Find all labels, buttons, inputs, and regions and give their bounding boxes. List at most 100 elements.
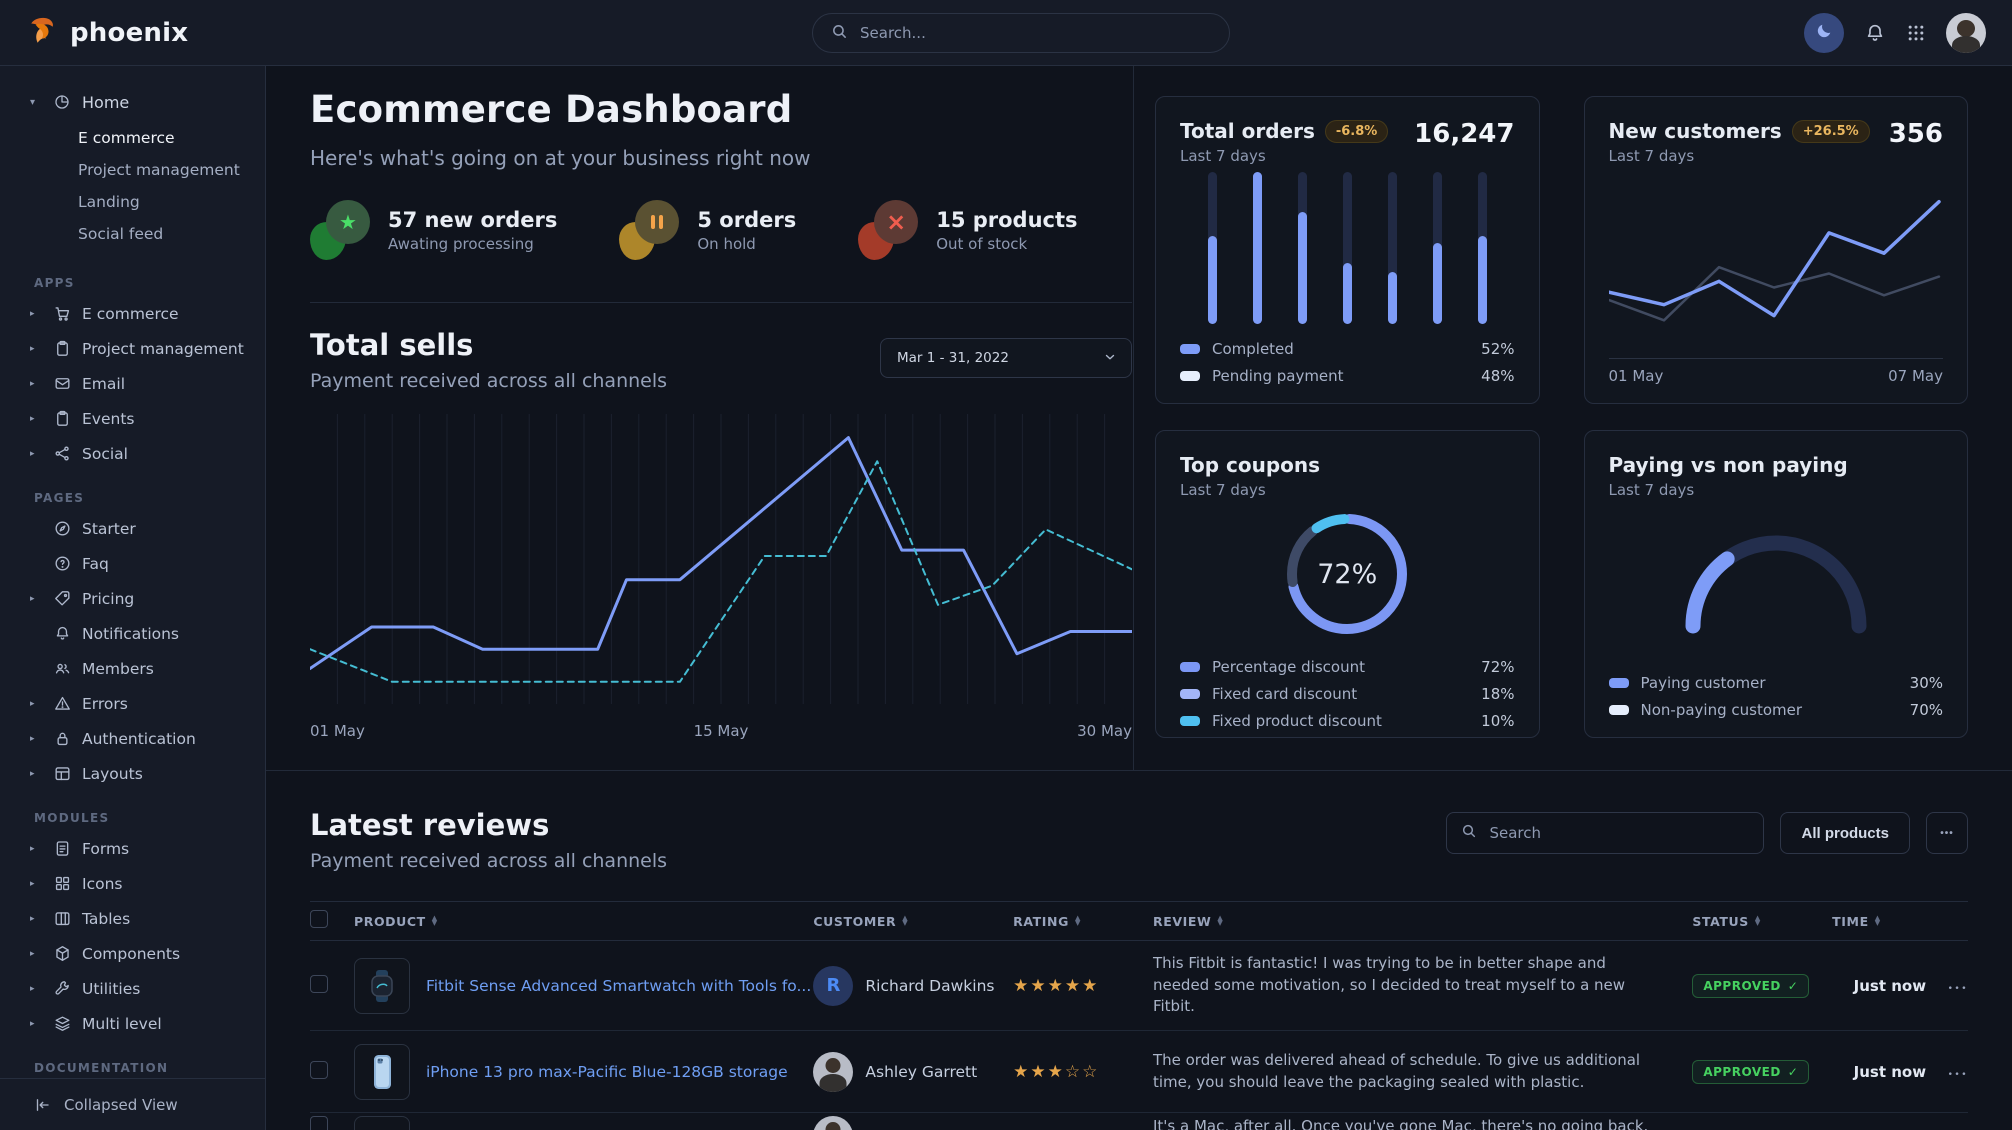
sidebar-item-pricing[interactable]: ▸ Pricing [0,581,265,616]
sidebar-item-e-commerce[interactable]: ▸ E commerce [0,296,265,331]
sidebar-item-members[interactable]: ▸Members [0,651,265,686]
collapsed-view-toggle[interactable]: Collapsed View [0,1078,265,1130]
sidebar-item-components[interactable]: ▸ Components [0,936,265,971]
theme-toggle-button[interactable] [1804,12,1844,53]
status-badge: APPROVED ✓ [1692,973,1810,998]
sidebar-item-errors[interactable]: ▸ Errors [0,686,265,721]
sidebar-item-social-feed[interactable]: Social feed [78,225,164,243]
reviews-subtitle: Payment received across all channels [310,850,668,872]
user-avatar[interactable] [1946,12,1986,53]
reviews-search-input[interactable]: Search [1446,812,1765,854]
customer-avatar[interactable]: R [813,965,854,1006]
customer-avatar[interactable] [813,1051,854,1092]
column-header-customer[interactable]: CUSTOMER ▲ ▼ [813,914,1013,929]
product-thumbnail [353,957,410,1014]
row-checkbox[interactable] [310,1116,328,1130]
sidebar-item-starter[interactable]: ▸Starter [0,511,265,546]
sidebar-item-icons[interactable]: ▸ Icons [0,866,265,901]
sort-icon: ▲ ▼ [431,914,438,927]
sidebar-item-faq[interactable]: ▸Faq [0,546,265,581]
avatar-silhouette [825,1122,841,1130]
clipboard-icon [52,409,72,429]
product-link[interactable]: iPhone 13 pro max-Pacific Blue-128GB sto… [425,1062,788,1081]
new-customers-card: New customers +26.5% Last 7 days 356 01 … [1583,96,1968,404]
sidebar-item-project-management[interactable]: ▸ Project management [0,331,265,366]
sidebar-item-forms[interactable]: ▸ Forms [0,831,265,866]
bar-fill [1432,243,1442,324]
top-coupons-donut-chart: 72% [1180,499,1515,649]
sidebar-item-home[interactable]: ▾ Home [0,84,265,120]
gauge-paying-arc [1685,535,1867,634]
bar-track [1207,172,1217,324]
legend-label: Pending payment [1212,367,1344,385]
sidebar-item-notifications[interactable]: ▸Notifications [0,616,265,651]
date-range-value: Mar 1 - 31, 2022 [897,350,1009,366]
legend-swatch [1180,371,1200,381]
sidebar-item-multi-level[interactable]: ▸ Multi level [0,1006,265,1041]
row-menu-dots[interactable]: ••• [1947,984,1969,994]
notifications-button[interactable] [1864,22,1886,44]
column-header-label: STATUS ▲ ▼ [1692,913,1761,929]
sidebar-item-landing[interactable]: Landing [78,193,140,211]
column-header-review[interactable]: REVIEW ▲ ▼ [1153,914,1692,929]
caret-right-icon: ▸ [30,698,35,709]
review-time: Just now [1853,977,1927,995]
apps-grid-button[interactable] [1906,23,1926,43]
sidebar-item-label: Layouts [82,764,143,783]
stat-sub: Awating processing [388,234,534,253]
stat-sub: Out of stock [936,234,1028,253]
donut-slice-18 [1287,514,1408,634]
sidebar-item-label: Pricing [82,589,135,608]
total-sells-chart [308,408,1134,712]
reviews-more-button[interactable]: ••• [1926,812,1968,854]
check-icon: ✓ [1787,978,1799,993]
paying-gauge-chart [1609,499,1944,665]
sidebar-item-authentication[interactable]: ▸ Authentication [0,721,265,756]
column-header-rating[interactable]: RATING ▲ ▼ [1013,914,1153,929]
avatar-silhouette [825,1057,841,1073]
customer-avatar[interactable] [813,1116,854,1130]
sidebar-item-layouts[interactable]: ▸ Layouts [0,756,265,791]
select-all-checkbox[interactable] [310,910,328,928]
brand-logo[interactable]: phoenix [26,14,188,52]
bar-fill [1207,236,1217,324]
x-tick: 01 May [1608,367,1664,385]
top-coupons-card: Top coupons Last 7 days 72% Percentage d… [1155,430,1540,738]
legend-value: 30% [1909,674,1943,692]
product-cell: Fitbit Sense Advanced Smartwatch with To… [353,957,813,1014]
review-text: This Fitbit is fantastic! I was trying t… [1152,953,1626,1016]
out-of-stock-x-icon: × [858,200,920,260]
sidebar-item-email[interactable]: ▸ Email [0,366,265,401]
caret-right-icon: ▸ [30,878,35,889]
sidebar-item-events[interactable]: ▸ Events [0,401,265,436]
sidebar-item-utilities[interactable]: ▸ Utilities [0,971,265,1006]
customer-name: Ashley Garrett [865,1062,978,1081]
bar-track [1387,172,1397,324]
all-products-button[interactable]: All products [1780,812,1910,854]
on-hold-pause-icon [619,200,681,260]
column-header-product[interactable]: PRODUCT ▲ ▼ [354,914,813,929]
product-link[interactable]: Fitbit Sense Advanced Smartwatch with To… [425,976,812,995]
date-range-select[interactable]: Mar 1 - 31, 2022 [880,338,1132,378]
sidebar-item-social[interactable]: ▸ Social [0,436,265,471]
customer-cell [813,1116,1013,1130]
navbar-actions [1804,12,1986,53]
moon-icon [1815,22,1833,44]
column-header-status[interactable]: STATUS ▲ ▼ [1692,914,1832,929]
rating-stars: ★★★★★ [1013,975,1100,996]
sidebar-item-label: Authentication [82,729,196,748]
column-header-time[interactable]: TIME ▲ ▼ [1832,914,1926,929]
sidebar-item-e-commerce[interactable]: E commerce [78,129,175,147]
global-search-input[interactable]: Search... [812,13,1230,53]
stat-new-orders: ★ 57 new orders Awating processing [310,200,557,260]
sidebar-item-tables[interactable]: ▸ Tables [0,901,265,936]
top-coupons-legend: Percentage discount 72% Fixed card discoun… [1180,649,1515,730]
sidebar-item-project-management[interactable]: Project management [78,161,240,179]
column-header-label: PRODUCT ▲ ▼ [353,913,438,929]
page-title: Ecommerce Dashboard [310,88,793,131]
row-checkbox[interactable] [310,1060,328,1079]
review-cell: The order was delivered ahead of schedul… [1153,1050,1692,1094]
row-checkbox[interactable] [310,974,328,993]
bar-fill [1252,172,1262,324]
row-menu-dots[interactable]: ••• [1947,1070,1969,1080]
